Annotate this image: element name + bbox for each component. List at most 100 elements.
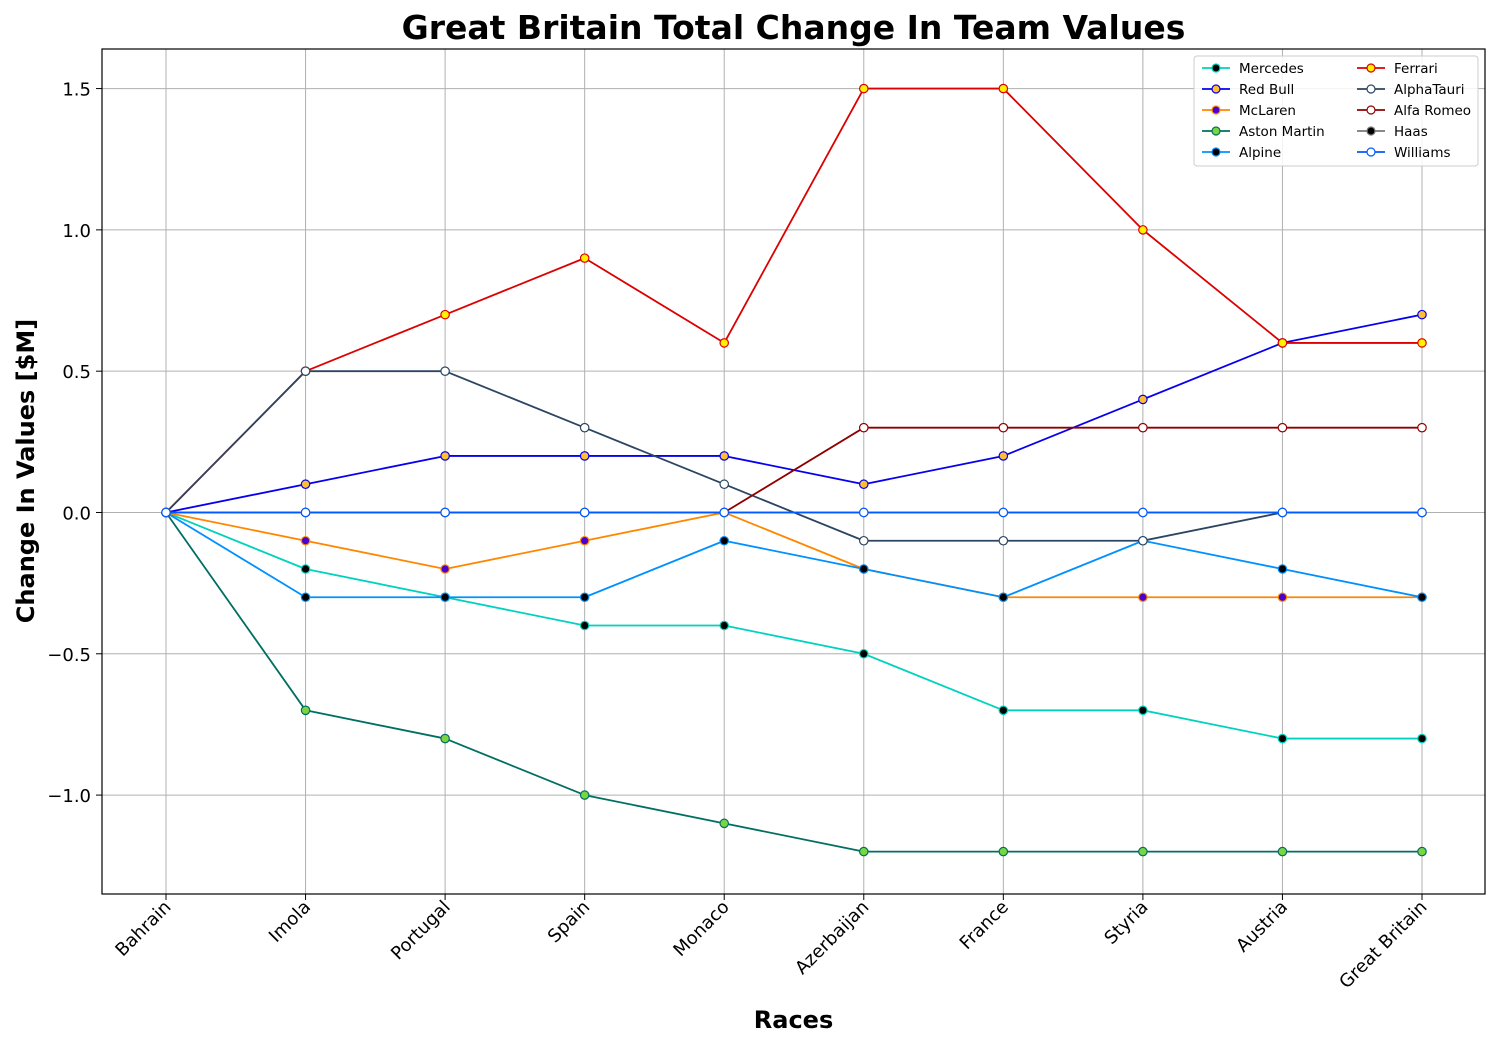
legend-label: Mercedes <box>1239 61 1304 77</box>
data-point <box>579 535 590 546</box>
legend-marker <box>1211 126 1221 136</box>
data-point <box>1417 846 1427 857</box>
data-point <box>440 507 450 518</box>
data-point <box>440 733 450 744</box>
legend-marker <box>1366 63 1376 73</box>
data-point <box>858 648 869 659</box>
data-point <box>719 451 730 461</box>
legend-label: Ferrari <box>1394 61 1438 77</box>
data-point <box>440 366 450 376</box>
data-point <box>1277 507 1288 518</box>
data-point <box>300 535 311 546</box>
data-point <box>579 422 590 433</box>
y-tick-label: 0.5 <box>62 362 91 383</box>
data-point <box>858 535 869 546</box>
x-tick-label: Styria <box>1100 897 1152 949</box>
data-point <box>719 818 730 829</box>
legend-marker <box>1211 105 1221 115</box>
data-point <box>858 507 869 518</box>
data-point <box>858 479 869 490</box>
data-point <box>1417 507 1427 518</box>
legend-marker <box>1366 105 1376 115</box>
data-point <box>1277 592 1288 603</box>
legend-label: McLaren <box>1239 103 1296 119</box>
legend-marker <box>1366 147 1376 157</box>
chart-title: Great Britain Total Change In Team Value… <box>401 8 1186 47</box>
data-point <box>998 592 1009 603</box>
legend-marker <box>1211 147 1221 157</box>
data-point <box>998 451 1009 461</box>
data-point <box>998 535 1009 546</box>
x-tick-label: Azerbaijan <box>791 897 873 979</box>
data-point <box>719 479 730 490</box>
data-point <box>300 479 311 490</box>
legend-label: Alfa Romeo <box>1394 103 1471 119</box>
data-point <box>579 253 590 263</box>
data-point <box>300 705 311 716</box>
x-tick-label: Monaco <box>669 897 733 961</box>
series-line <box>165 511 1422 740</box>
data-point <box>579 790 590 800</box>
data-point <box>998 846 1009 857</box>
legend-label: Williams <box>1394 145 1451 161</box>
data-point <box>161 507 171 518</box>
data-point <box>1138 422 1148 433</box>
y-tick-label: 1.0 <box>62 221 91 242</box>
data-point <box>998 705 1009 716</box>
plot-frame <box>101 48 1486 895</box>
series-line <box>165 511 1423 599</box>
series-line <box>165 370 1422 542</box>
data-point <box>719 338 730 348</box>
data-point <box>719 535 730 546</box>
series-line <box>166 426 1422 514</box>
data-point <box>858 422 869 433</box>
data-point <box>998 507 1009 518</box>
x-tick-label: Imola <box>265 897 315 947</box>
data-point <box>300 366 311 376</box>
x-tick-label: France <box>956 897 1013 954</box>
data-point <box>998 422 1009 433</box>
x-tick-label: Spain <box>544 897 594 947</box>
x-axis-label: Races <box>753 1006 834 1034</box>
data-point <box>1277 338 1288 348</box>
y-tick-label: −0.5 <box>47 645 91 666</box>
data-point <box>440 592 450 603</box>
data-point <box>1277 733 1288 744</box>
legend-marker <box>1211 84 1221 94</box>
data-point <box>719 507 730 518</box>
data-point <box>1277 846 1288 857</box>
data-point <box>1138 705 1148 716</box>
data-point <box>1417 309 1427 320</box>
data-point <box>1277 564 1288 574</box>
data-point <box>579 592 590 603</box>
data-point <box>300 592 311 603</box>
data-point <box>1417 338 1427 348</box>
data-point <box>1417 733 1427 744</box>
x-tick-label: Austria <box>1232 897 1292 957</box>
data-point <box>440 564 450 574</box>
legend-label: Aston Martin <box>1239 124 1325 140</box>
data-point <box>300 507 311 518</box>
data-point <box>1277 422 1288 433</box>
x-tick-label: Portugal <box>387 897 455 965</box>
data-point <box>858 846 869 857</box>
series-line <box>165 313 1423 514</box>
data-point <box>719 620 730 631</box>
data-point <box>1138 535 1148 546</box>
data-point <box>579 451 590 461</box>
legend-label: Haas <box>1394 124 1428 140</box>
series-line <box>165 511 1422 599</box>
data-point <box>1417 422 1427 433</box>
legend-label: AlphaTauri <box>1394 82 1465 98</box>
legend-marker <box>1366 126 1376 136</box>
x-tick-label: Great Britain <box>1335 897 1431 993</box>
legend-marker <box>1211 63 1221 73</box>
data-point <box>579 507 590 518</box>
series-line <box>165 87 1422 514</box>
data-point <box>1138 846 1148 857</box>
legend-label: Alpine <box>1239 145 1281 161</box>
data-point <box>998 83 1009 94</box>
y-tick-label: −1.0 <box>47 786 91 807</box>
